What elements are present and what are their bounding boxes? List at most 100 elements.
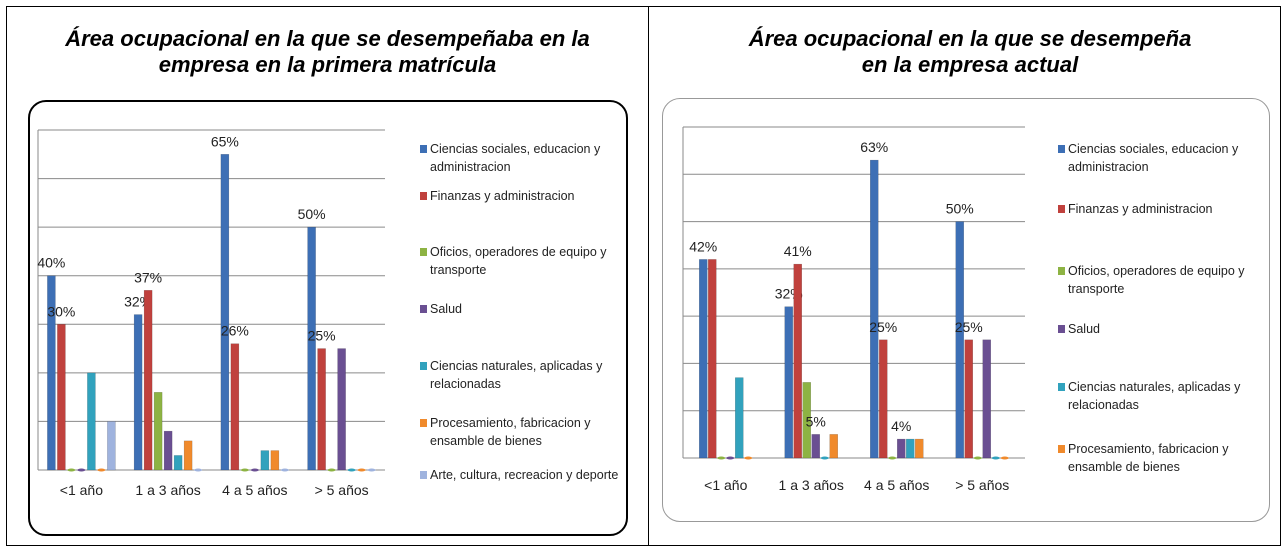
legend-entry: Arte, cultura, recreacion y deporte	[420, 466, 620, 484]
legend-label: Ciencias naturales, aplicadas y relacion…	[430, 359, 603, 391]
data-label: 25%	[955, 319, 983, 335]
bar	[107, 421, 116, 471]
legend-swatch	[420, 192, 427, 200]
legend-swatch	[1058, 445, 1065, 453]
chart-frame	[662, 98, 1270, 522]
x-tick-label: 1 a 3 años	[135, 482, 200, 498]
legend-entry: Finanzas y administracion	[420, 187, 620, 205]
data-label: 50%	[298, 206, 326, 222]
legend-label: Finanzas y administracion	[1068, 202, 1213, 216]
bar	[220, 154, 230, 471]
legend-swatch	[420, 145, 427, 153]
data-label: 41%	[784, 243, 812, 259]
bar	[717, 456, 726, 460]
x-tick-label: <1 año	[704, 477, 747, 493]
data-label: 40%	[37, 255, 65, 271]
bar	[194, 468, 203, 472]
bar	[897, 438, 906, 459]
bar	[726, 456, 735, 460]
legend-swatch	[420, 419, 427, 427]
data-label: 50%	[946, 201, 974, 217]
x-tick-label: 1 a 3 años	[779, 477, 844, 493]
bar	[163, 430, 173, 471]
legend-label: Procesamiento, fabricacion y ensamble de…	[430, 416, 591, 448]
bar	[77, 468, 86, 472]
bar	[802, 382, 811, 459]
bar	[367, 468, 376, 472]
legend-swatch	[1058, 383, 1065, 391]
legend-entry: Oficios, operadores de equipo y transpor…	[420, 243, 620, 279]
bar	[307, 226, 316, 471]
bar	[57, 324, 66, 471]
bar	[337, 348, 346, 471]
data-label: 65%	[211, 133, 239, 149]
bar	[153, 392, 163, 471]
legend-entry: Finanzas y administracion	[1058, 200, 1258, 218]
legend-entry: Ciencias sociales, educacion y administr…	[420, 140, 620, 176]
bar	[230, 343, 240, 471]
x-tick-label: > 5 años	[315, 482, 369, 498]
bar	[964, 339, 973, 459]
bar	[270, 450, 280, 471]
data-label: 26%	[221, 323, 249, 339]
x-tick-label: > 5 años	[955, 477, 1009, 493]
bar	[879, 339, 888, 459]
legend-swatch	[1058, 205, 1065, 213]
bar	[708, 259, 717, 459]
bar	[888, 456, 897, 460]
legend-label: Procesamiento, fabricacion y ensamble de…	[1068, 442, 1229, 474]
legend-entry: Procesamiento, fabricacion y ensamble de…	[420, 414, 620, 450]
bar	[991, 456, 1000, 460]
bar	[47, 275, 56, 471]
bar	[133, 314, 143, 471]
legend-entry: Procesamiento, fabricacion y ensamble de…	[1058, 440, 1258, 476]
bar	[973, 456, 982, 460]
data-label: 5%	[806, 413, 826, 429]
legend-label: Oficios, operadores de equipo y transpor…	[430, 245, 607, 277]
bar	[820, 456, 829, 460]
bar	[870, 159, 879, 459]
legend-label: Salud	[1068, 322, 1100, 336]
bar	[250, 468, 259, 472]
legend-swatch	[1058, 325, 1065, 333]
legend-label: Arte, cultura, recreacion y deporte	[430, 468, 619, 482]
legend-entry: Salud	[1058, 320, 1258, 338]
legend-swatch	[420, 362, 427, 370]
legend-label: Oficios, operadores de equipo y transpor…	[1068, 264, 1245, 296]
chart-title: Área ocupacional en la que se desempeña …	[748, 26, 1192, 77]
bar	[173, 455, 183, 471]
bar	[240, 468, 249, 472]
legend-label: Ciencias sociales, educacion y administr…	[430, 142, 601, 174]
legend-label: Ciencias sociales, educacion y administr…	[1068, 142, 1239, 174]
legend-entry: Salud	[420, 300, 620, 318]
bar	[357, 468, 366, 472]
legend-label: Salud	[430, 302, 462, 316]
bar	[280, 468, 289, 472]
bar	[67, 468, 76, 472]
bar	[906, 438, 915, 459]
x-tick-label: <1 año	[60, 482, 103, 498]
legend-swatch	[1058, 267, 1065, 275]
bar	[97, 468, 106, 472]
legend-entry: Ciencias naturales, aplicadas y relacion…	[1058, 378, 1258, 414]
bar	[183, 440, 193, 471]
bar	[87, 372, 96, 471]
bar	[744, 456, 753, 460]
bar	[317, 348, 326, 471]
legend-swatch	[1058, 145, 1065, 153]
legend-label: Ciencias naturales, aplicadas y relacion…	[1068, 380, 1241, 412]
x-tick-label: 4 a 5 años	[222, 482, 287, 498]
bar	[1000, 456, 1009, 460]
data-label: 25%	[308, 328, 336, 344]
bar	[699, 259, 708, 459]
data-label: 30%	[47, 303, 75, 319]
right-cell	[648, 6, 1281, 546]
bar	[915, 438, 924, 459]
data-label: 4%	[891, 418, 911, 434]
bar	[784, 306, 793, 459]
legend-entry: Ciencias sociales, educacion y administr…	[1058, 140, 1258, 176]
legend-label: Finanzas y administracion	[430, 189, 575, 203]
bar	[260, 450, 270, 471]
